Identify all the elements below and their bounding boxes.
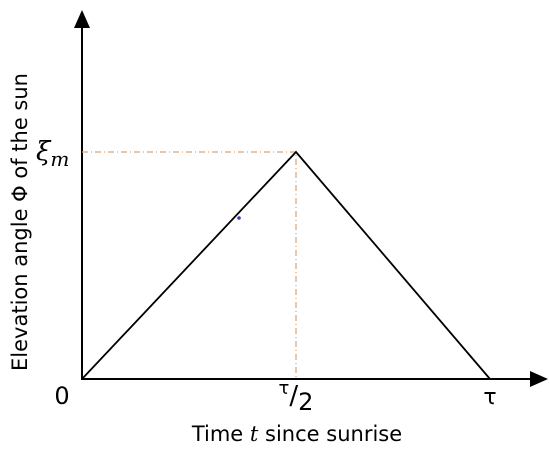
elevation-curve bbox=[81, 150, 491, 380]
symbol: ξ bbox=[36, 137, 52, 167]
separator: / bbox=[289, 381, 298, 411]
y-axis-label: Elevation angle Φ of the sun bbox=[8, 73, 32, 371]
numerator: τ bbox=[279, 378, 290, 399]
origin-label: 0 bbox=[54, 382, 69, 410]
variable: t bbox=[250, 422, 259, 446]
end-x-label: τ bbox=[483, 385, 496, 410]
peak-x-label: τ/2 bbox=[279, 378, 314, 416]
peak-y-label: ξm bbox=[36, 137, 69, 171]
subscript: m bbox=[50, 147, 69, 171]
x-axis-label: Time t since sunrise bbox=[191, 422, 402, 446]
dot bbox=[237, 216, 241, 220]
label-part: Time bbox=[191, 422, 250, 446]
denominator: 2 bbox=[298, 388, 313, 416]
label-part: since sunrise bbox=[258, 422, 402, 446]
